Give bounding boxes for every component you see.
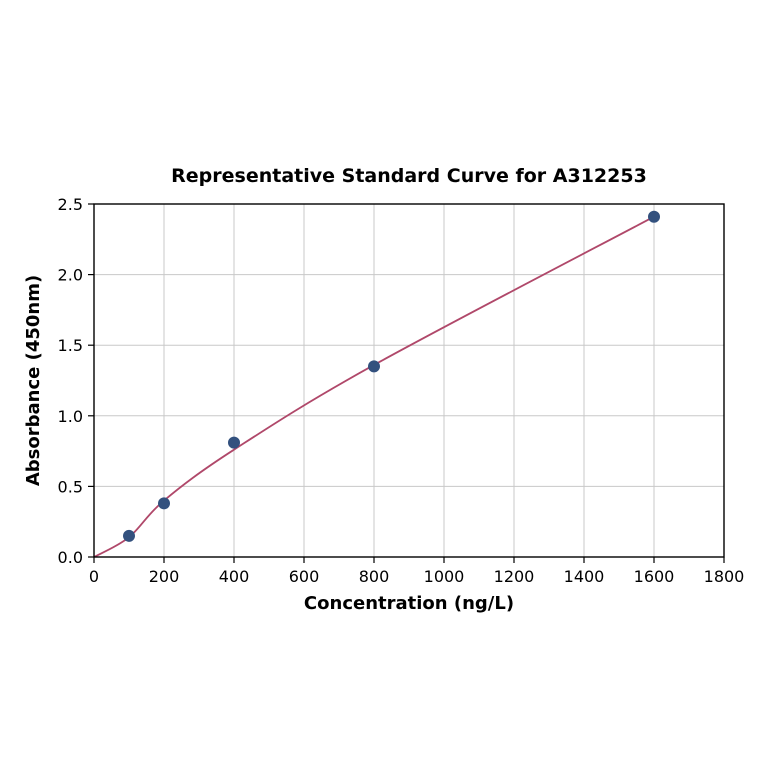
x-tick-label: 1800 <box>704 567 745 586</box>
chart-title: Representative Standard Curve for A31225… <box>171 165 647 187</box>
x-tick-label: 0 <box>89 567 99 586</box>
x-tick-label: 1600 <box>634 567 675 586</box>
x-axis-label: Concentration (ng/L) <box>304 593 514 614</box>
x-tick-label: 200 <box>149 567 180 586</box>
x-tick-label: 1400 <box>564 567 605 586</box>
y-tick-label: 0.0 <box>58 548 83 567</box>
series-layer <box>93 210 660 558</box>
tick-layer: 0 200 400 600 800 1000 1200 1400 1600 1800 0.0 0.5 1… <box>58 195 745 586</box>
data-point <box>158 497 170 510</box>
data-point <box>368 360 380 373</box>
y-tick-label: 1.5 <box>58 336 83 355</box>
x-tick-label: 400 <box>219 567 250 586</box>
x-tick-label: 800 <box>359 567 390 586</box>
data-point <box>228 436 240 449</box>
data-point <box>648 210 660 223</box>
x-tick-label: 1000 <box>424 567 465 586</box>
x-tick-label: 600 <box>289 567 320 586</box>
plot-area <box>93 203 725 558</box>
y-tick-label: 2.0 <box>58 266 83 285</box>
y-tick-label: 0.5 <box>58 477 83 496</box>
x-tick-label: 1200 <box>494 567 535 586</box>
y-tick-label: 2.5 <box>58 195 83 214</box>
data-point <box>123 529 135 542</box>
y-tick-label: 1.0 <box>58 407 83 426</box>
grid-layer <box>93 203 725 558</box>
y-axis-label: Absorbance (450nm) <box>23 275 44 486</box>
